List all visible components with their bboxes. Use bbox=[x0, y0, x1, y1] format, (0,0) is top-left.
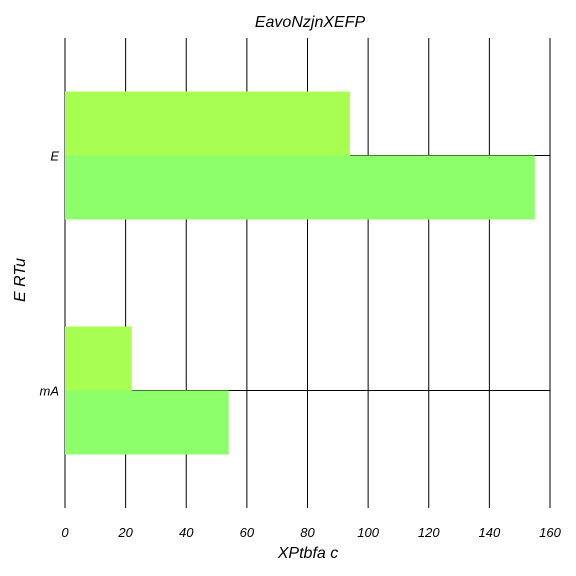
x-axis-label: XPtbfa c bbox=[277, 545, 338, 562]
x-tick-label: 160 bbox=[539, 525, 561, 540]
x-tick-label: 100 bbox=[357, 525, 379, 540]
x-tick-label: 80 bbox=[300, 525, 315, 540]
x-tick-label: 60 bbox=[240, 525, 255, 540]
y-tick-labels: EmA bbox=[40, 149, 60, 399]
bar bbox=[65, 390, 229, 455]
bars-group bbox=[65, 91, 535, 455]
x-tick-label: 20 bbox=[117, 525, 133, 540]
x-tick-labels: 0 20 40 60 80 100 120 140 160 bbox=[61, 525, 561, 540]
bar bbox=[65, 91, 350, 156]
bar bbox=[65, 155, 535, 220]
y-axis-label: E RTu bbox=[12, 258, 29, 302]
x-tick-label: 120 bbox=[418, 525, 440, 540]
x-tick-label: 0 bbox=[61, 525, 69, 540]
y-tick-label: mA bbox=[40, 384, 60, 399]
x-tick-label: 40 bbox=[179, 525, 194, 540]
chart-title: EavoNzjnXEFP bbox=[255, 14, 366, 31]
bar bbox=[65, 326, 132, 391]
y-tick-label: E bbox=[50, 149, 59, 164]
x-tick-label: 140 bbox=[479, 525, 501, 540]
